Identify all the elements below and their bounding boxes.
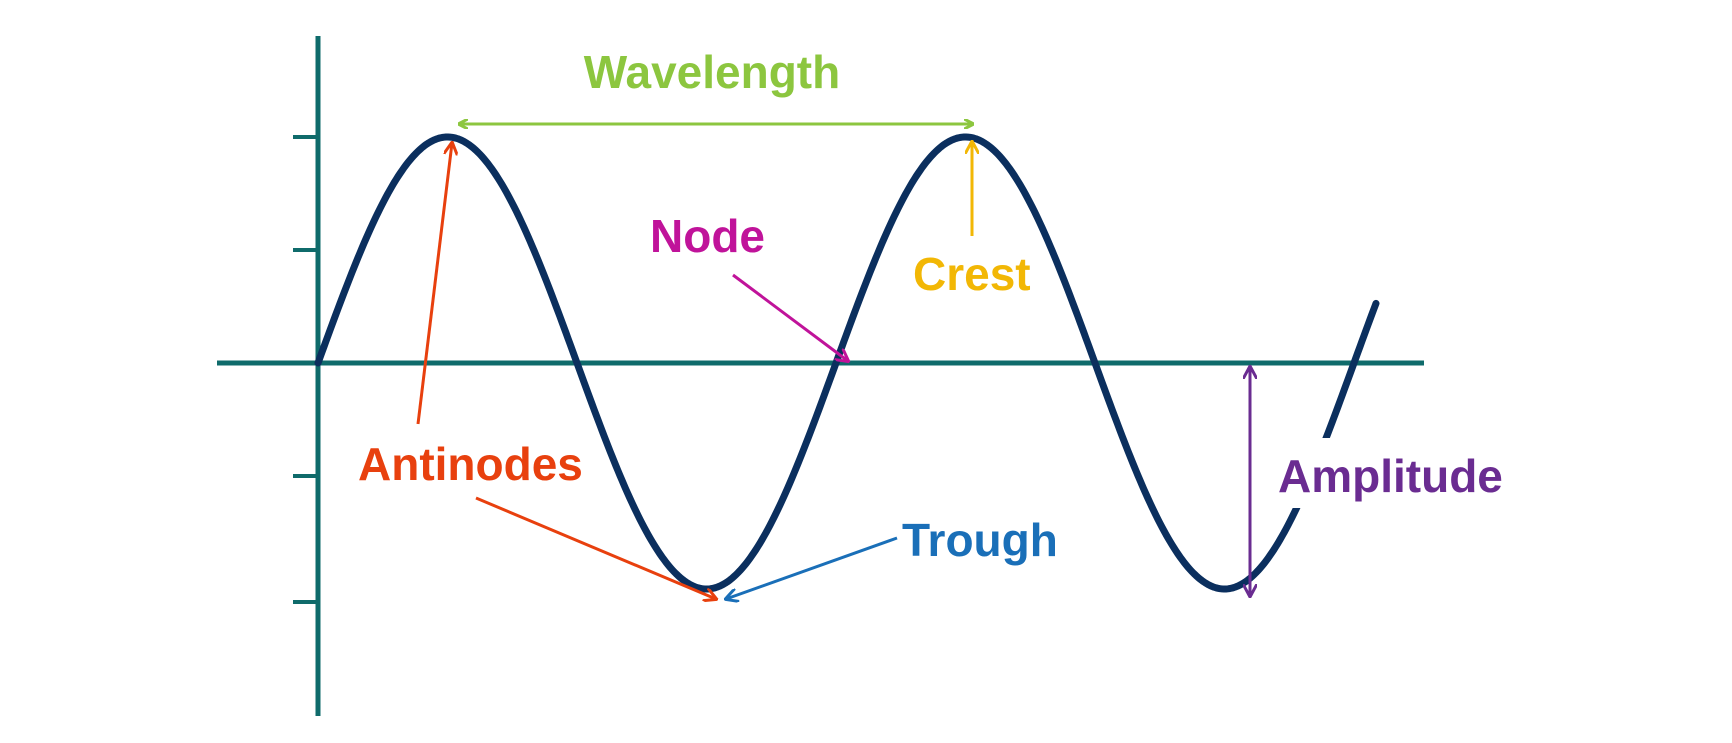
crest-label: Crest: [913, 248, 1031, 300]
amplitude-label-backdrop: [1258, 438, 1498, 508]
antinode-arrow-trough: [475, 496, 716, 599]
antinode-arrow-crest: [416, 143, 452, 425]
node-label: Node: [650, 210, 765, 262]
wave-curve: [314, 133, 1380, 593]
amplitude-label: Amplitude: [1278, 450, 1503, 502]
trough-label: Trough: [902, 514, 1058, 566]
wavelength-label: Wavelength: [584, 46, 840, 98]
trough-arrow: [726, 536, 898, 599]
node-arrow: [732, 273, 848, 361]
antinodes-label: Antinodes: [358, 438, 583, 490]
